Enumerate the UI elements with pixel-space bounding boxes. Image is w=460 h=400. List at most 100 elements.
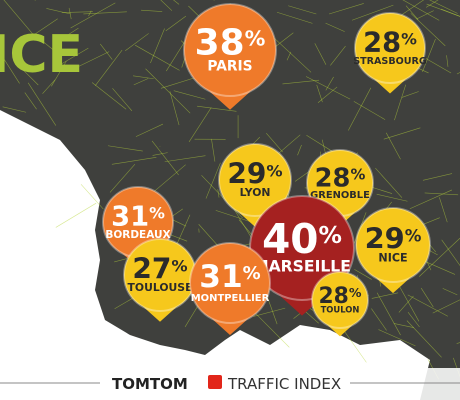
road <box>439 197 448 223</box>
road <box>149 164 186 196</box>
road <box>2 106 27 113</box>
road <box>253 307 286 317</box>
pin-circle <box>355 207 431 283</box>
road <box>416 10 434 20</box>
pin-unit: % <box>149 204 165 223</box>
pin-number: 28 <box>363 28 401 59</box>
pin-value: 31% <box>111 202 165 233</box>
road <box>353 101 386 120</box>
road <box>405 5 419 20</box>
road <box>418 237 460 277</box>
road <box>51 61 67 87</box>
road <box>426 3 460 17</box>
pin: 28%STRASBOURG <box>353 12 427 94</box>
road <box>297 144 302 156</box>
road <box>15 61 39 86</box>
pin: 40%MARSEILLE <box>249 195 355 316</box>
pin-value: 31% <box>199 259 260 295</box>
road <box>422 173 453 181</box>
pin-city: MARSEILLE <box>253 257 351 275</box>
road <box>95 49 123 86</box>
pin-value: 28% <box>315 163 366 193</box>
road <box>351 4 394 21</box>
road <box>456 72 460 75</box>
road <box>133 78 149 86</box>
road <box>27 82 57 126</box>
road <box>150 28 165 64</box>
road <box>201 175 243 219</box>
road <box>420 287 434 308</box>
pin-number: 28 <box>315 163 351 193</box>
road <box>383 127 421 140</box>
road <box>112 88 133 112</box>
road <box>314 43 327 65</box>
title: ICE <box>0 25 83 85</box>
road <box>353 212 367 244</box>
road <box>282 79 320 85</box>
road <box>160 75 201 89</box>
pin-city: PARIS <box>207 59 252 75</box>
pin-value: 28% <box>363 28 417 59</box>
road <box>348 87 372 131</box>
pin-value: 38% <box>195 23 266 64</box>
road <box>55 202 97 228</box>
road <box>188 107 212 143</box>
road <box>442 288 458 296</box>
road <box>80 184 104 210</box>
pin-unit: % <box>349 285 362 300</box>
pin: 28%TOULON <box>311 271 369 337</box>
pin: 31%MONTPELLIER <box>189 242 271 335</box>
road <box>398 295 414 313</box>
road <box>305 76 351 100</box>
pin-city: TOULOUSE <box>128 281 193 294</box>
pin-circle <box>189 242 271 324</box>
road <box>422 38 436 72</box>
pin-number: 38 <box>195 23 245 64</box>
road <box>160 0 173 11</box>
road <box>398 284 420 322</box>
pin-circle <box>218 143 292 217</box>
pin-number: 27 <box>132 253 171 286</box>
road-network <box>0 0 460 380</box>
road <box>78 51 110 67</box>
road <box>107 145 143 152</box>
road <box>68 7 72 20</box>
road <box>425 0 439 8</box>
pin-number: 29 <box>227 158 266 191</box>
road <box>173 90 206 100</box>
road <box>274 32 294 48</box>
pin-value: 29% <box>227 158 282 191</box>
road <box>141 9 163 12</box>
road <box>0 52 20 84</box>
road <box>217 189 220 198</box>
road <box>125 33 149 52</box>
pin-circle <box>183 3 277 97</box>
pin-city: NICE <box>378 252 407 265</box>
pin-value: 28% <box>318 284 361 309</box>
pin-unit: % <box>266 161 282 180</box>
pin-circle <box>354 12 426 84</box>
road <box>151 140 179 176</box>
road <box>407 294 448 317</box>
pin-city: TOULON <box>321 305 360 315</box>
road <box>317 86 338 103</box>
road <box>429 0 458 14</box>
pin-value: 40% <box>262 215 342 263</box>
road <box>371 292 399 299</box>
road <box>406 320 442 358</box>
pin-unit: % <box>171 256 187 275</box>
pin-number: 29 <box>365 222 405 256</box>
pin-value: 29% <box>365 222 422 256</box>
pin-circle <box>311 271 369 329</box>
road <box>91 82 127 110</box>
road <box>215 210 255 224</box>
road <box>354 269 372 280</box>
road <box>328 3 364 15</box>
road <box>399 0 425 17</box>
pin-unit: % <box>245 26 266 50</box>
road <box>133 75 154 80</box>
brand: TOMTOM <box>112 375 188 393</box>
road <box>197 105 237 112</box>
road <box>265 292 278 325</box>
